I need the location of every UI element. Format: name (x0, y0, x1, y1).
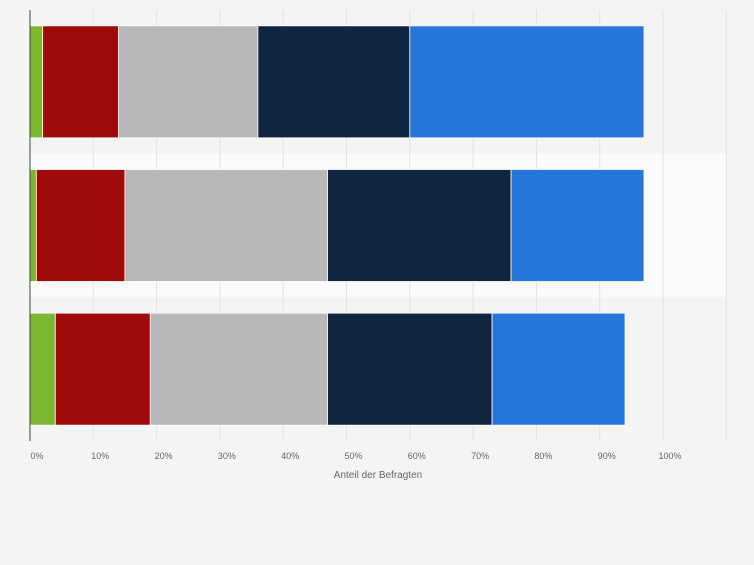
bar-segment (118, 25, 259, 139)
x-tick-label: 0% (30, 451, 43, 461)
x-tick-label: 80% (534, 451, 552, 461)
bar-segment (257, 25, 411, 139)
bar-segment (510, 169, 645, 282)
bars (29, 25, 645, 426)
x-tick-label: 100% (658, 451, 681, 461)
x-tick-label: 20% (155, 451, 173, 461)
bar-segment (54, 312, 151, 426)
x-tick-labels: 0% 10% 20% 30% 40% 50% 60% 70% 80% 90% 100% (30, 451, 681, 461)
bar-segment (42, 25, 120, 139)
x-tick-label: 10% (91, 451, 109, 461)
bar-segment (29, 312, 56, 426)
x-tick-label: 40% (281, 451, 299, 461)
x-tick-label: 70% (471, 451, 489, 461)
bar-segment (327, 169, 512, 282)
bar-segment (409, 25, 645, 139)
bar-segment (149, 312, 328, 426)
bar-segment (29, 25, 44, 139)
bar-segment (491, 312, 626, 426)
x-tick-label: 60% (408, 451, 426, 461)
x-tick-label: 30% (218, 451, 236, 461)
bar-segment (327, 312, 493, 426)
bar-segment (29, 169, 37, 282)
bar-segment (35, 169, 126, 282)
x-axis-title: Anteil der Befragten (334, 470, 422, 481)
x-tick-label: 50% (344, 451, 362, 461)
x-tick-label: 90% (598, 451, 616, 461)
bar-segment (124, 169, 328, 282)
